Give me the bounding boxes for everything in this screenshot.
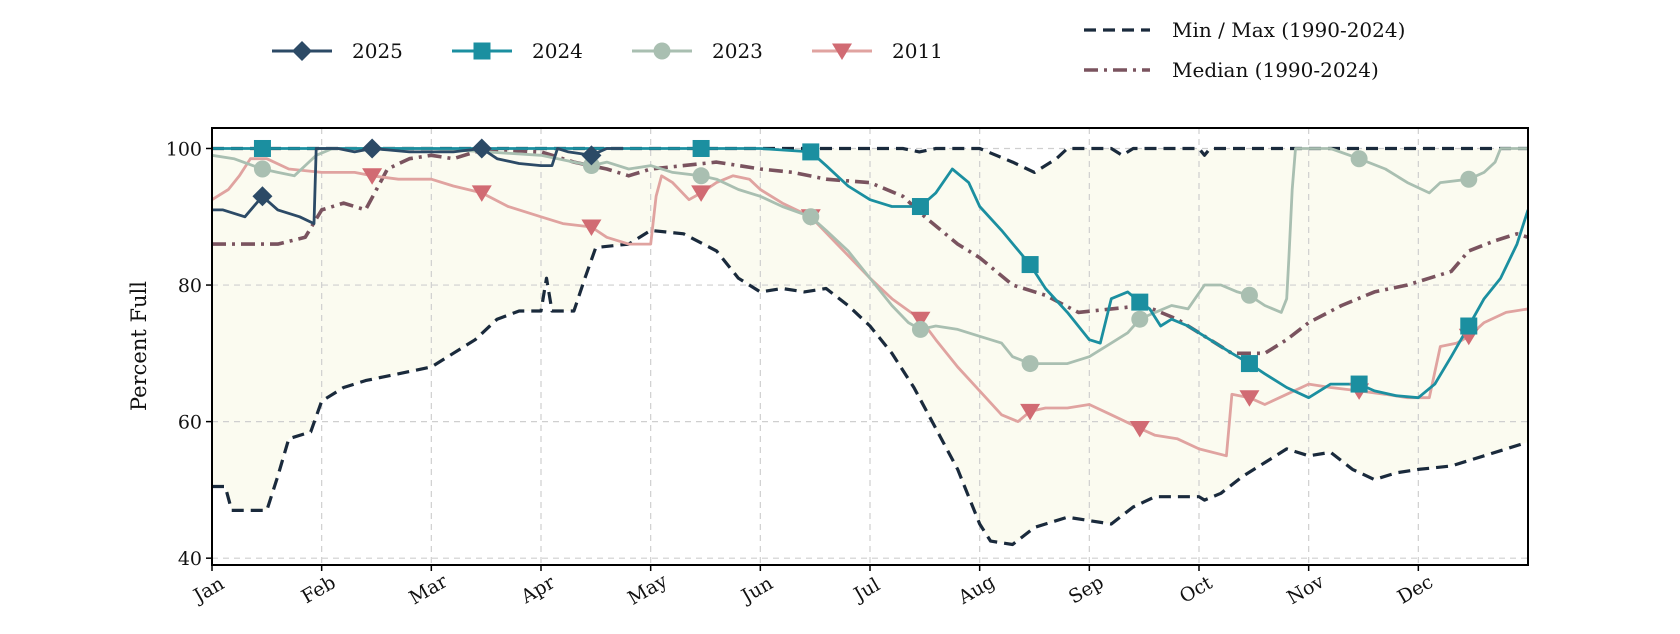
- legend: 2025 2024 2023 2011 Min / Max (1990-2024) Med…: [272, 18, 1405, 82]
- marker-2025: [471, 138, 492, 159]
- marker-2024: [1131, 293, 1149, 311]
- marker-2024: [1460, 317, 1478, 335]
- legend-label: Min / Max (1990-2024): [1172, 18, 1405, 42]
- legend-label: 2024: [532, 39, 583, 63]
- marker-2025: [581, 145, 602, 166]
- marker-2011: [1020, 403, 1041, 421]
- legend-label: Median (1990-2024): [1172, 58, 1379, 82]
- series-layer: [212, 146, 1528, 547]
- marker-2023: [911, 320, 929, 338]
- marker-layer: [252, 138, 1479, 438]
- series-line-2024: [212, 147, 1528, 400]
- marker-2024: [692, 139, 710, 157]
- legend-marker: [292, 41, 312, 61]
- x-tick-label-aug: Aug: [954, 571, 999, 610]
- marker-2023: [1240, 286, 1258, 304]
- marker-2024: [911, 198, 929, 216]
- legend-marker: [832, 43, 852, 60]
- marker-2011: [1239, 390, 1260, 407]
- marker-2011: [691, 185, 712, 202]
- marker-2023: [1350, 150, 1368, 168]
- x-tick-label-mar: Mar: [406, 570, 452, 609]
- min-max-band: [212, 148, 1528, 545]
- legend-item-2024: 2024: [452, 39, 583, 63]
- marker-2023: [1460, 170, 1478, 188]
- series-line-2023: [212, 147, 1528, 365]
- marker-2023: [1021, 355, 1039, 373]
- series-line-min: [212, 228, 1528, 547]
- marker-2023: [582, 157, 600, 175]
- legend-label: 2025: [352, 39, 403, 63]
- marker-2011: [910, 311, 931, 329]
- y-axis-label: Percent Full: [127, 281, 151, 411]
- marker-2011: [471, 185, 492, 202]
- x-tick-label-dec: Dec: [1394, 571, 1437, 609]
- x-tick-label-feb: Feb: [298, 571, 340, 608]
- marker-2024: [1350, 375, 1368, 393]
- legend-item-min-max-1990-2024: Min / Max (1990-2024): [1084, 18, 1405, 42]
- x-tick-label-oct: Oct: [1176, 572, 1217, 608]
- legend-item-2023: 2023: [632, 39, 763, 63]
- x-tick-label-jul: Jul: [849, 574, 884, 607]
- marker-2023: [692, 167, 710, 185]
- legend-label: 2011: [892, 39, 943, 63]
- legend-label: 2023: [712, 39, 763, 63]
- legend-marker: [653, 42, 671, 60]
- marker-2023: [253, 160, 271, 178]
- legend-item-median-1990-2024: Median (1990-2024): [1084, 58, 1379, 82]
- marker-2025: [252, 186, 273, 207]
- marker-2024: [802, 143, 820, 161]
- marker-2024: [1240, 355, 1258, 373]
- min-max-shaded-band: [212, 148, 1528, 545]
- y-tick-label: 60: [178, 412, 202, 434]
- series-line-median-1990-2024: [212, 148, 1528, 356]
- marker-2011: [362, 168, 383, 185]
- series-line-2025: [212, 147, 624, 225]
- marker-2011: [581, 219, 602, 237]
- x-tick-label-may: May: [624, 570, 671, 610]
- x-tick-label-jan: Jan: [188, 572, 228, 608]
- marker-2023: [802, 208, 820, 226]
- legend-item-2025: 2025: [272, 39, 403, 63]
- legend-item-2011: 2011: [812, 39, 943, 63]
- marker-2024: [253, 139, 271, 157]
- marker-2011: [1129, 420, 1150, 438]
- marker-2024: [1021, 256, 1039, 274]
- x-tick-label-apr: Apr: [516, 571, 559, 608]
- marker-2023: [1131, 310, 1149, 328]
- x-tick-label-sep: Sep: [1065, 571, 1108, 608]
- series-line-2011: [212, 157, 1528, 458]
- legend-marker: [473, 42, 491, 60]
- y-tick-label: 80: [178, 275, 202, 297]
- series-line-max: [212, 146, 1528, 174]
- marker-2025: [362, 138, 383, 159]
- x-tick-label-jun: Jun: [736, 572, 777, 608]
- y-tick-label: 100: [166, 138, 202, 160]
- y-tick-label: 40: [178, 548, 202, 570]
- x-tick-label-nov: Nov: [1283, 570, 1328, 609]
